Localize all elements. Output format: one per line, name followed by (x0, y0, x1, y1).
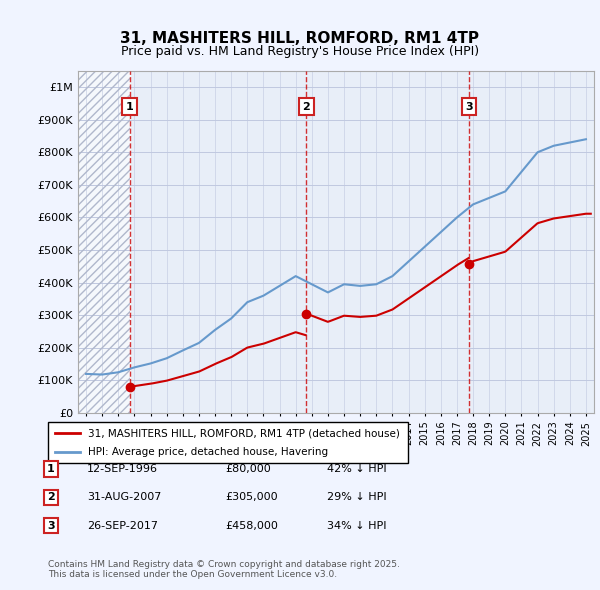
Text: 31, MASHITERS HILL, ROMFORD, RM1 4TP: 31, MASHITERS HILL, ROMFORD, RM1 4TP (121, 31, 479, 46)
Text: Contains HM Land Registry data © Crown copyright and database right 2025.
This d: Contains HM Land Registry data © Crown c… (48, 560, 400, 579)
Text: 29% ↓ HPI: 29% ↓ HPI (327, 493, 386, 502)
Text: 42% ↓ HPI: 42% ↓ HPI (327, 464, 386, 474)
Text: 12-SEP-1996: 12-SEP-1996 (87, 464, 158, 474)
Text: 1: 1 (126, 101, 133, 112)
Text: 1: 1 (47, 464, 55, 474)
Text: 2: 2 (47, 493, 55, 502)
Text: £80,000: £80,000 (225, 464, 271, 474)
Text: £458,000: £458,000 (225, 521, 278, 530)
Bar (78, 71, 130, 413)
Text: HPI: Average price, detached house, Havering: HPI: Average price, detached house, Have… (88, 447, 328, 457)
FancyBboxPatch shape (48, 422, 408, 463)
Text: 31, MASHITERS HILL, ROMFORD, RM1 4TP (detached house): 31, MASHITERS HILL, ROMFORD, RM1 4TP (de… (88, 428, 400, 438)
Text: 31-AUG-2007: 31-AUG-2007 (87, 493, 161, 502)
Text: 26-SEP-2017: 26-SEP-2017 (87, 521, 158, 530)
Text: 3: 3 (465, 101, 473, 112)
Text: 34% ↓ HPI: 34% ↓ HPI (327, 521, 386, 530)
Text: Price paid vs. HM Land Registry's House Price Index (HPI): Price paid vs. HM Land Registry's House … (121, 45, 479, 58)
Text: 2: 2 (302, 101, 310, 112)
Text: £305,000: £305,000 (225, 493, 278, 502)
Text: 3: 3 (47, 521, 55, 530)
Bar (78, 71, 130, 413)
